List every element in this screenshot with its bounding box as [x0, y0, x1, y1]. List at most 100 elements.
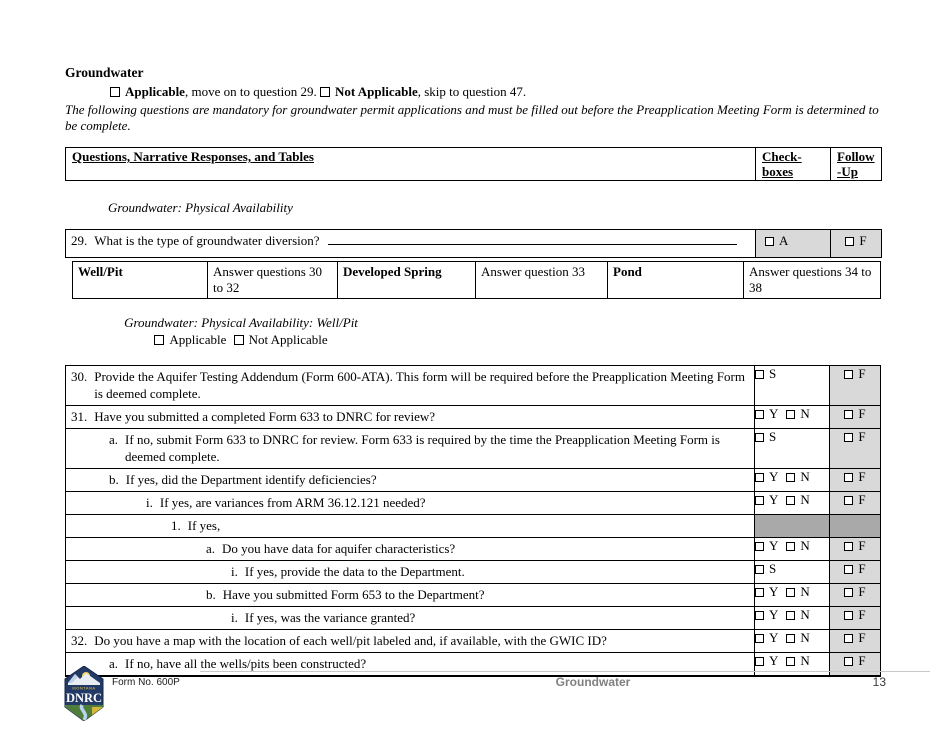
question-number: a.: [109, 432, 119, 447]
checkbox-letter: N: [800, 584, 810, 599]
checkbox-letter: Y: [769, 406, 779, 421]
table-row: 29. What is the type of groundwater dive…: [65, 229, 882, 258]
checkbox-cell: S: [754, 428, 830, 469]
checkbox-letter: N: [800, 492, 810, 507]
followup-cell: F: [829, 405, 881, 429]
diversion-name-cell: Developed Spring: [337, 261, 476, 299]
checkbox[interactable]: [755, 565, 764, 574]
checkbox[interactable]: [755, 657, 764, 666]
applicable-instruction: , move on to question 29.: [184, 84, 321, 99]
followup-cell: F: [829, 583, 881, 607]
checkbox-letter: Y: [769, 584, 779, 599]
checkbox[interactable]: [844, 410, 854, 419]
checkbox[interactable]: [844, 542, 854, 551]
question-text: If yes, provide the data to the Departme…: [244, 564, 465, 579]
checkbox-cell: S: [754, 560, 830, 584]
applicable-checkbox[interactable]: [110, 87, 120, 97]
table-row: 30. Provide the Aquifer Testing Addendum …: [65, 365, 881, 406]
question-number: i.: [231, 610, 238, 625]
table-row: Questions, Narrative Responses, and Tabl…: [65, 147, 882, 181]
checkbox[interactable]: [786, 611, 796, 620]
question-text: If yes,: [187, 518, 221, 533]
checkbox[interactable]: [786, 657, 796, 666]
checkbox-letter: F: [858, 630, 866, 645]
question-cell: a. If no, have all the wells/pits been co…: [65, 652, 755, 677]
question-cell: b. Have you submitted Form 653 to the Dep…: [65, 583, 755, 607]
table-row: i. If yes, are variances from ARM 36.12.1…: [65, 491, 881, 515]
questions-header-cell: Questions, Narrative Responses, and Tabl…: [65, 147, 756, 181]
answer-blank-line[interactable]: [327, 233, 737, 245]
checkbox[interactable]: [755, 588, 764, 597]
not-applicable-checkbox[interactable]: [320, 87, 331, 97]
checkbox[interactable]: [755, 634, 764, 643]
checkbox[interactable]: [755, 410, 764, 419]
question-cell: 1. If yes,: [65, 514, 755, 538]
checkbox[interactable]: [786, 410, 796, 419]
checkbox[interactable]: [755, 433, 764, 442]
column-header-table: Questions, Narrative Responses, and Tabl…: [65, 147, 882, 181]
checkbox-letter: F: [858, 366, 866, 381]
answer-checkbox[interactable]: [765, 237, 774, 246]
checkbox-letter: N: [800, 538, 810, 553]
question-cell: 30. Provide the Aquifer Testing Addendum …: [65, 365, 755, 406]
followup-cell: F: [829, 606, 881, 630]
followup-header-line1: Follow: [837, 149, 875, 164]
followup-cell: F: [829, 560, 881, 584]
diversion-type-table: Well/Pit Answer questions 30 to 32 Develop…: [72, 261, 881, 299]
checkbox[interactable]: [786, 542, 796, 551]
followup-cell: F: [829, 537, 881, 561]
table-row: a. If no, have all the wells/pits been co…: [65, 652, 881, 677]
question-text: Have you submitted Form 653 to the Depar…: [222, 587, 485, 602]
wellpit-applicable-label: Applicable: [169, 332, 227, 347]
checkbox-letter: N: [800, 607, 810, 622]
question-text: If yes, was the variance granted?: [244, 610, 416, 625]
followup-cell: F: [829, 629, 881, 653]
question-number: 32.: [71, 633, 88, 648]
wellpit-applicable-checkbox[interactable]: [154, 335, 165, 345]
checkbox[interactable]: [755, 473, 764, 482]
checkbox[interactable]: [755, 370, 764, 379]
question-cell: i. If yes, provide the data to the Depart…: [65, 560, 755, 584]
checkbox[interactable]: [844, 433, 854, 442]
checkbox[interactable]: [844, 496, 854, 505]
checkbox-letter: F: [858, 584, 866, 599]
table-row: Well/Pit Answer questions 30 to 32 Develop…: [72, 261, 881, 299]
checkbox[interactable]: [844, 634, 854, 643]
footer-section-label: Groundwater: [555, 675, 631, 689]
checkbox[interactable]: [755, 542, 764, 551]
followup-cell: [829, 514, 881, 538]
checkbox-letter: S: [769, 561, 777, 576]
question-text: If yes, did the Department identify defi…: [125, 472, 377, 487]
checkbox[interactable]: [755, 611, 764, 620]
checkbox-letter: Y: [769, 630, 779, 645]
checkbox[interactable]: [844, 588, 854, 597]
question-cell: i. If yes, are variances from ARM 36.12.1…: [65, 491, 755, 515]
checkbox[interactable]: [786, 634, 796, 643]
question-cell: i. If yes, was the variance granted?: [65, 606, 755, 630]
dnrc-logo: MONTANA DNRC: [64, 666, 104, 721]
checkbox-letter: F: [858, 406, 866, 421]
wellpit-not-applicable-checkbox[interactable]: [233, 335, 244, 345]
followup-cell: F: [829, 491, 881, 515]
checkbox-letter: N: [800, 630, 810, 645]
questions-header-label: Questions, Narrative Responses, and Tabl…: [72, 149, 314, 164]
page-title: Groundwater: [65, 65, 144, 80]
checkbox[interactable]: [844, 473, 854, 482]
checkbox[interactable]: [844, 370, 854, 379]
checkbox[interactable]: [786, 473, 796, 482]
checkbox[interactable]: [844, 565, 854, 574]
checkbox-letter: N: [800, 469, 810, 484]
checkbox[interactable]: [786, 588, 796, 597]
question-text: Provide the Aquifer Testing Addendum (Fo…: [94, 369, 745, 401]
checkbox[interactable]: [786, 496, 796, 505]
question-number: i.: [231, 564, 238, 579]
checkbox[interactable]: [755, 496, 764, 505]
followup-checkbox[interactable]: [845, 237, 855, 246]
checkbox-letter: F: [858, 607, 866, 622]
checkbox[interactable]: [844, 611, 854, 620]
checkbox[interactable]: [844, 657, 854, 666]
checkboxes-header-line2: boxes: [762, 164, 794, 179]
question-text: If no, submit Form 633 to DNRC for revie…: [125, 432, 720, 464]
